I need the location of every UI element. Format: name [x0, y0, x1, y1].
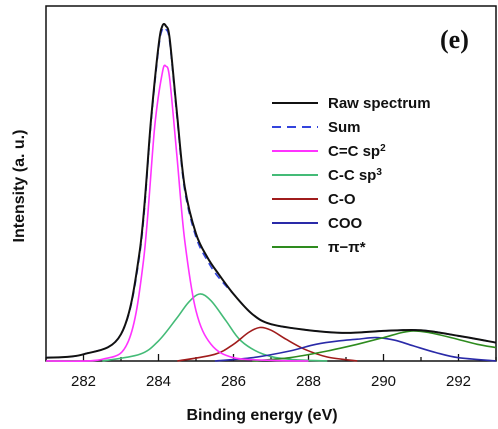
x-tick-label: 282	[71, 373, 96, 390]
legend-label-co: C-O	[328, 191, 356, 208]
legend-label-cc_sp2: C=C sp2	[328, 143, 386, 161]
x-tick-label: 290	[371, 373, 396, 390]
legend-label-pipi: π−π*	[328, 239, 366, 256]
x-tick-label: 288	[296, 373, 321, 390]
plot-frame	[45, 5, 497, 362]
x-axis-title: Binding energy (eV)	[186, 407, 337, 424]
legend-label-sum: Sum	[328, 119, 361, 136]
legend-label-coo: COO	[328, 215, 363, 232]
legend-label-cc_sp3: C-C sp3	[328, 167, 382, 185]
x-tick-label: 284	[146, 373, 171, 390]
panel-label: (e)	[440, 25, 469, 54]
series-layer	[45, 23, 497, 363]
series-line-sum	[45, 26, 497, 359]
series-line-pipi	[252, 330, 497, 362]
series-line-raw	[45, 23, 497, 359]
legend: Raw spectrum Sum C=C sp2 C-C sp3 C-O COO π−π*	[272, 95, 431, 256]
y-axis-title: Intensity (a. u.)	[11, 130, 28, 243]
x-tick-label: 286	[221, 373, 246, 390]
x-axis-tick-labels: 282 284 286 288 290 292	[71, 373, 471, 390]
legend-label-raw: Raw spectrum	[328, 95, 431, 112]
series-line-coo	[214, 336, 497, 362]
series-line-cc_sp2	[45, 64, 309, 363]
x-tick-label: 292	[446, 373, 471, 390]
